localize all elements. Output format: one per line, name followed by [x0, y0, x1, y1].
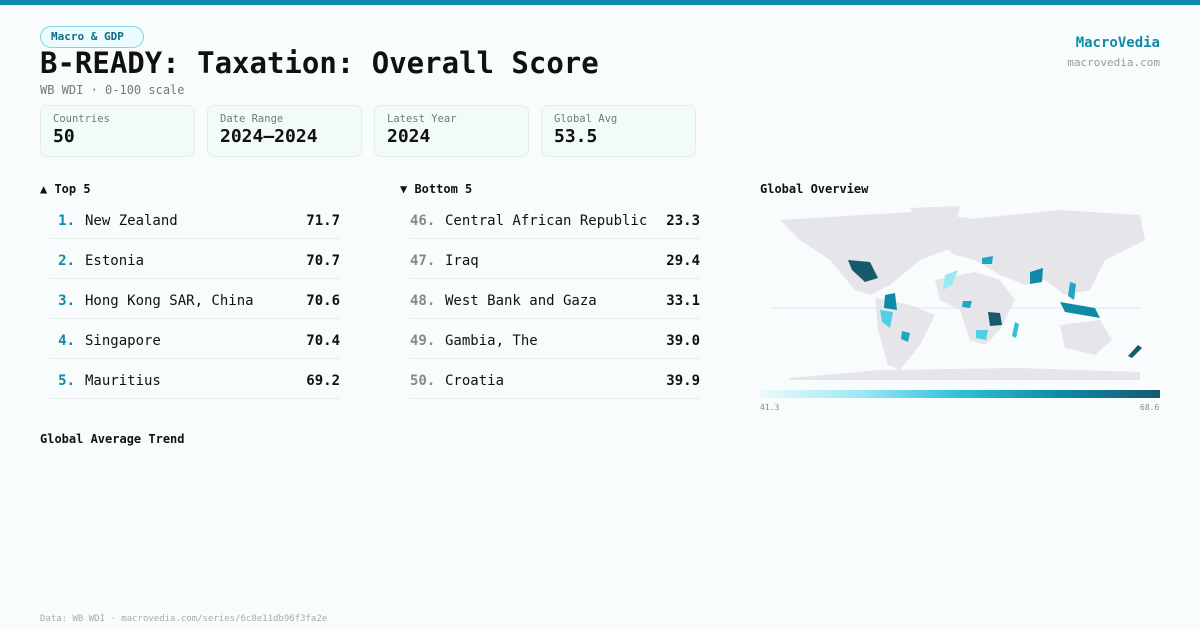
stat-label: Latest Year	[387, 113, 457, 125]
map-color-legend	[760, 390, 1160, 398]
top-list-item[interactable]: 5. Mauritius 69.2	[50, 359, 340, 399]
rank: 46.	[410, 213, 436, 229]
greenland	[910, 206, 960, 230]
rank: 50.	[410, 373, 436, 389]
top-list-item[interactable]: 2. Estonia 70.7	[50, 239, 340, 279]
page-title: B-READY: Taxation: Overall Score	[40, 46, 599, 80]
top-list-item[interactable]: 1. New Zealand 71.7	[50, 199, 340, 239]
bottom-list-item[interactable]: 50. Croatia 39.9	[410, 359, 700, 399]
legend-min: 41.3	[760, 403, 780, 412]
trend-heading: Global Average Trend	[40, 432, 185, 446]
country-paraguay	[901, 331, 910, 342]
country-mexico	[848, 260, 878, 282]
country-name: West Bank and Gaza	[445, 293, 597, 309]
country-ghana	[962, 301, 972, 308]
rank: 4.	[58, 333, 75, 349]
rank: 2.	[58, 253, 75, 269]
country-name: Estonia	[85, 253, 145, 269]
top5-heading: ▲ Top 5	[40, 182, 91, 196]
country-name: Hong Kong SAR, China	[85, 293, 254, 309]
stat-label: Countries	[53, 113, 110, 125]
stat-global-avg: Global Avg 53.5	[541, 105, 696, 157]
category-tag[interactable]: Macro & GDP	[40, 26, 144, 48]
score: 29.4	[666, 253, 700, 269]
page-subtitle: WB WDI · 0-100 scale	[40, 83, 185, 97]
brand-logo[interactable]: MacroVedia	[1075, 35, 1160, 51]
antarctica	[790, 368, 1140, 380]
country-colombia	[884, 293, 897, 310]
country-zambia	[976, 330, 988, 340]
world-map	[770, 206, 1145, 380]
rank: 3.	[58, 293, 75, 309]
stat-value: 50	[53, 126, 75, 147]
rank: 48.	[410, 293, 436, 309]
country-morocco	[943, 270, 958, 290]
country-tanzania	[988, 312, 1002, 326]
country-name: Mauritius	[85, 373, 161, 389]
country-madagascar	[1012, 322, 1019, 338]
data-countries	[848, 256, 1142, 358]
stat-countries: Countries 50	[40, 105, 195, 157]
land-masses	[780, 206, 1145, 380]
country-name: Iraq	[445, 253, 479, 269]
country-romania	[982, 256, 993, 264]
country-name: Croatia	[445, 373, 505, 389]
top-accent-bar	[0, 0, 1200, 5]
score: 71.7	[306, 213, 340, 229]
stat-date-range: Date Range 2024–2024	[207, 105, 362, 157]
score: 39.9	[666, 373, 700, 389]
country-peru	[880, 310, 893, 328]
rank: 49.	[410, 333, 436, 349]
country-newzealand	[1128, 345, 1142, 358]
top-list-item[interactable]: 3. Hong Kong SAR, China 70.6	[50, 279, 340, 319]
stat-value: 53.5	[554, 126, 598, 147]
score: 23.3	[666, 213, 700, 229]
stat-value: 2024	[387, 126, 431, 147]
score: 33.1	[666, 293, 700, 309]
bottom5-heading: ▼ Bottom 5	[400, 182, 473, 196]
bottom-list-item[interactable]: 48. West Bank and Gaza 33.1	[410, 279, 700, 319]
country-indonesia	[1060, 302, 1100, 318]
legend-max: 68.6	[1140, 403, 1160, 412]
country-name: Gambia, The	[445, 333, 538, 349]
bottom-list-item[interactable]: 49. Gambia, The 39.0	[410, 319, 700, 359]
bottom-list-item[interactable]: 46. Central African Republic 23.3	[410, 199, 700, 239]
country-pakistan	[1030, 268, 1043, 284]
country-name: Singapore	[85, 333, 161, 349]
north-america	[780, 212, 970, 295]
country-name: New Zealand	[85, 213, 178, 229]
stat-value: 2024–2024	[220, 126, 318, 147]
country-vietnam	[1068, 282, 1076, 300]
stat-label: Date Range	[220, 113, 284, 125]
stat-latest-year: Latest Year 2024	[374, 105, 529, 157]
footer-source: Data: WB WDI · macrovedia.com/series/6c8…	[40, 614, 328, 624]
bottom-list-item[interactable]: 47. Iraq 29.4	[410, 239, 700, 279]
rank: 5.	[58, 373, 75, 389]
country-name: Central African Republic	[445, 213, 648, 229]
rank: 1.	[58, 213, 75, 229]
eurasia	[935, 210, 1145, 295]
rank: 47.	[410, 253, 436, 269]
score: 70.7	[306, 253, 340, 269]
australia	[1060, 320, 1112, 355]
map-heading: Global Overview	[760, 182, 869, 196]
brand-url[interactable]: macrovedia.com	[1067, 56, 1160, 69]
score: 70.4	[306, 333, 340, 349]
score: 70.6	[306, 293, 340, 309]
score: 39.0	[666, 333, 700, 349]
top-list-item[interactable]: 4. Singapore 70.4	[50, 319, 340, 359]
stat-label: Global Avg	[554, 113, 618, 125]
score: 69.2	[306, 373, 340, 389]
